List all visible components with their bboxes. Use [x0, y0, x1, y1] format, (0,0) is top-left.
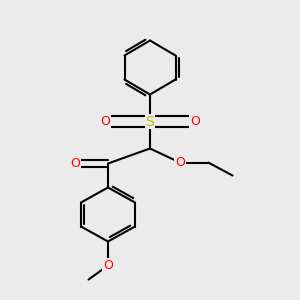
Text: O: O: [100, 115, 110, 128]
Text: O: O: [70, 157, 80, 170]
Text: O: O: [190, 115, 200, 128]
Text: O: O: [175, 156, 185, 169]
Text: S: S: [146, 115, 154, 128]
Text: O: O: [103, 259, 113, 272]
